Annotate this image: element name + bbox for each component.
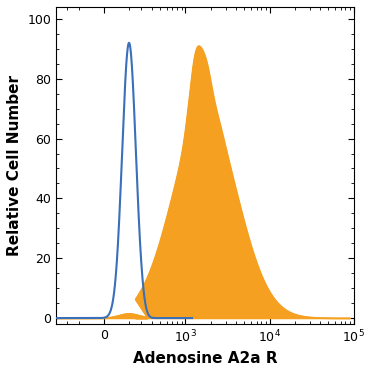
X-axis label: Adenosine A2a R: Adenosine A2a R (133, 351, 277, 366)
Y-axis label: Relative Cell Number: Relative Cell Number (7, 75, 22, 256)
